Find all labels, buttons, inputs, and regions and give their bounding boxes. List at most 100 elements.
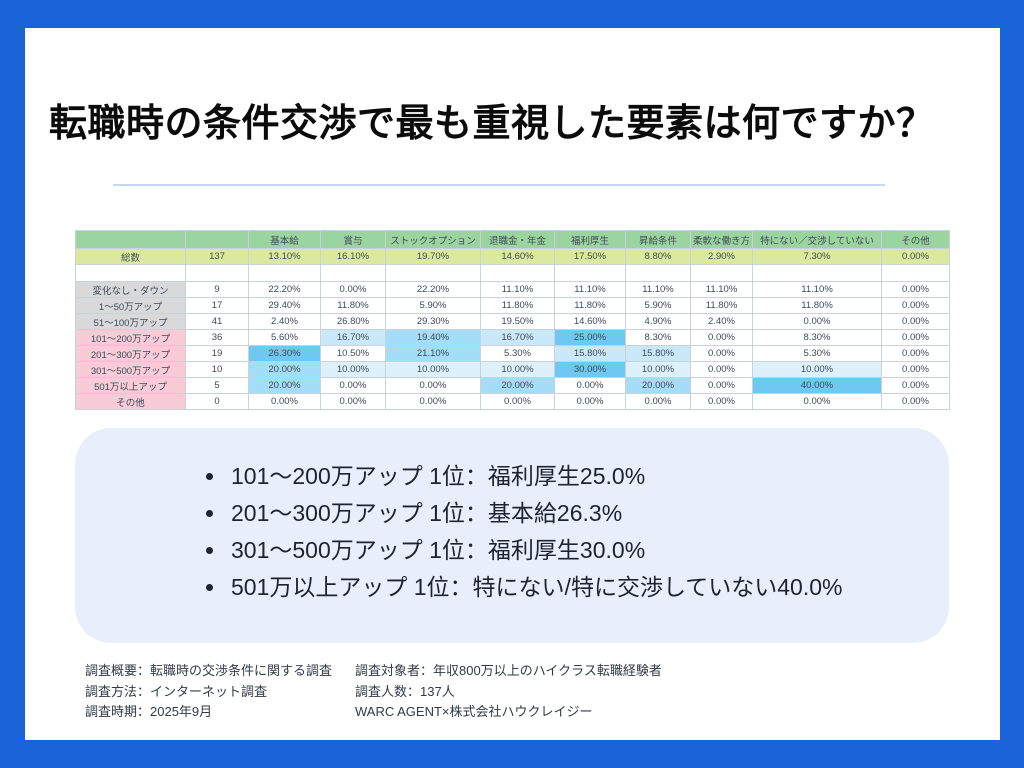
table-cell: 0.00% <box>881 361 951 378</box>
table-cell: 0.00% <box>248 393 321 410</box>
table-cell: 0.00% <box>554 393 626 410</box>
table-cell: 14.60% <box>480 248 555 265</box>
table-cell: 0.00% <box>480 393 555 410</box>
table-cell: 0.00% <box>752 313 883 330</box>
table-cell: 29.30% <box>385 313 481 330</box>
column-header: 福利厚生 <box>554 230 626 249</box>
table-cell: 5.60% <box>248 329 321 346</box>
row-count: 9 <box>185 281 249 298</box>
row-count: 10 <box>185 361 249 378</box>
table-cell: 11.10% <box>689 281 754 298</box>
summary-item: 301〜500万アップ 1位：福利厚生30.0% <box>227 532 949 569</box>
empty-cell <box>480 264 555 282</box>
table-cell: 11.10% <box>554 281 626 298</box>
table-cell: 22.20% <box>385 281 481 298</box>
row-label: 51〜100万アップ <box>75 313 186 330</box>
table-cell: 15.80% <box>625 345 691 362</box>
table-cell: 20.00% <box>625 377 691 394</box>
table-cell: 21.10% <box>385 345 481 362</box>
table-cell: 11.10% <box>480 281 555 298</box>
table-cell: 2.90% <box>689 248 754 265</box>
table-cell: 0.00% <box>689 393 754 410</box>
table-row: 変化なし・ダウン 9 22.20% 0.00% 22.20% 11.10% 11.10% 11… <box>75 281 951 298</box>
column-header <box>185 230 249 249</box>
empty-cell <box>320 264 386 282</box>
results-table-body: 基本給 賞与 ストックオプション 退職金・年金 福利厚生 昇給条件 柔軟な働き方 特にない／交… <box>75 230 951 410</box>
empty-cell <box>385 264 481 282</box>
table-cell: 17.50% <box>554 248 626 265</box>
table-cell: 2.40% <box>248 313 321 330</box>
table-cell: 0.00% <box>320 377 386 394</box>
row-label: 201〜300万アップ <box>75 345 186 362</box>
table-cell: 0.00% <box>881 281 951 298</box>
table-cell: 5.30% <box>752 345 883 362</box>
table-cell: 16.10% <box>320 248 386 265</box>
summary-box: 101〜200万アップ 1位：福利厚生25.0%201〜300万アップ 1位：基… <box>75 428 949 643</box>
row-label: 101〜200万アップ <box>75 329 186 346</box>
table-row: 501万以上アップ 5 20.00% 0.00% 0.00% 20.00% 0.00% 20.… <box>75 377 951 394</box>
table-cell: 11.10% <box>752 281 883 298</box>
table-cell: 0.00% <box>385 377 481 394</box>
table-cell: 0.00% <box>881 313 951 330</box>
empty-cell <box>75 264 186 282</box>
table-row: 1〜50万アップ 17 29.40% 11.80% 5.90% 11.80% 11.80% 5… <box>75 297 951 314</box>
table-row: その他 0 0.00% 0.00% 0.00% 0.00% 0.00% 0.00% 0.00% 0… <box>75 393 951 410</box>
table-row: 基本給 賞与 ストックオプション 退職金・年金 福利厚生 昇給条件 柔軟な働き方 特にない／交… <box>75 230 951 249</box>
table-row <box>75 264 951 282</box>
table-cell: 5.30% <box>480 345 555 362</box>
table-cell: 20.00% <box>480 377 555 394</box>
footer-line: 調査方法：インターネット調査 <box>85 683 268 699</box>
table-row: 101〜200万アップ 36 5.60% 16.70% 19.40% 16.70% 25.0… <box>75 329 951 346</box>
results-table: 基本給 賞与 ストックオプション 退職金・年金 福利厚生 昇給条件 柔軟な働き方 特にない／交… <box>75 230 951 410</box>
row-count: 41 <box>185 313 249 330</box>
empty-cell <box>248 264 321 282</box>
footer-column-left: 調査概要：転職時の交渉条件に関する調査 調査方法：インターネット調査 調査時期：20… <box>85 661 355 723</box>
table-cell: 19.70% <box>385 248 481 265</box>
table-cell: 11.80% <box>320 297 386 314</box>
row-label: 総数 <box>75 248 186 265</box>
empty-cell <box>625 264 691 282</box>
table-cell: 0.00% <box>881 393 951 410</box>
empty-cell <box>881 264 951 282</box>
table-cell: 40.00% <box>752 377 883 394</box>
results-table-container: 基本給 賞与 ストックオプション 退職金・年金 福利厚生 昇給条件 柔軟な働き方 特にない／交… <box>75 230 951 410</box>
table-cell: 10.00% <box>752 361 883 378</box>
summary-list: 101〜200万アップ 1位：福利厚生25.0%201〜300万アップ 1位：基… <box>195 458 949 606</box>
footer-line: 調査対象者：年収800万以上のハイクラス転職経験者 <box>355 663 662 678</box>
row-count: 19 <box>185 345 249 362</box>
table-cell: 25.00% <box>554 329 626 346</box>
survey-footer: 調査概要：転職時の交渉条件に関する調査 調査方法：インターネット調査 調査時期：20… <box>85 661 662 723</box>
table-cell: 10.00% <box>320 361 386 378</box>
table-cell: 8.30% <box>752 329 883 346</box>
table-cell: 10.00% <box>625 361 691 378</box>
row-label: 501万以上アップ <box>75 377 186 394</box>
table-cell: 2.40% <box>689 313 754 330</box>
table-cell: 0.00% <box>689 345 754 362</box>
row-label: その他 <box>75 393 186 410</box>
empty-cell <box>752 264 883 282</box>
table-cell: 20.00% <box>248 361 321 378</box>
footer-line: WARC AGENT×株式会社ハウクレイジー <box>355 704 593 719</box>
table-cell: 5.90% <box>385 297 481 314</box>
table-cell: 26.30% <box>248 345 321 362</box>
table-cell: 0.00% <box>320 393 386 410</box>
table-cell: 10.50% <box>320 345 386 362</box>
summary-item: 501万以上アップ 1位：特にない/特に交渉していない40.0% <box>227 569 949 606</box>
table-cell: 8.30% <box>625 329 691 346</box>
slide-content-area: 転職時の条件交渉で最も重視した要素は何ですか？ 基本給 賞与 ストックオプション 退職… <box>25 28 1000 740</box>
column-header: 昇給条件 <box>625 230 691 249</box>
table-cell: 8.80% <box>625 248 691 265</box>
table-cell: 22.20% <box>248 281 321 298</box>
row-count: 0 <box>185 393 249 410</box>
table-cell: 26.80% <box>320 313 386 330</box>
table-cell: 20.00% <box>248 377 321 394</box>
table-cell: 0.00% <box>881 297 951 314</box>
table-cell: 4.90% <box>625 313 691 330</box>
table-cell: 14.60% <box>554 313 626 330</box>
table-cell: 30.00% <box>554 361 626 378</box>
table-cell: 5.90% <box>625 297 691 314</box>
row-count: 36 <box>185 329 249 346</box>
empty-cell <box>689 264 754 282</box>
row-label: 変化なし・ダウン <box>75 281 186 298</box>
row-count: 5 <box>185 377 249 394</box>
